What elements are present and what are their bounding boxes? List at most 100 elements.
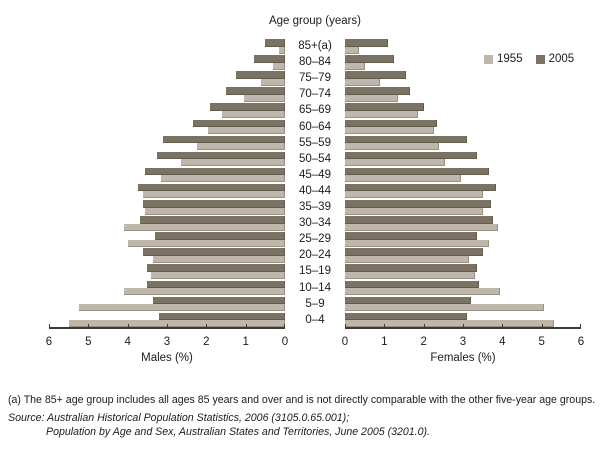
bar-2005-right-55–59 [345,135,467,144]
bar-2005-left-60–64 [192,119,285,127]
females-tick-labels-label-2: 2 [420,336,427,348]
bar-2005-right-75–79 [345,71,406,79]
legend: 1955 2005 [484,53,587,65]
males-tick-labels: 6 5 4 3 2 1 0 [46,336,288,349]
pyramid-row-left-50–54 [49,151,285,167]
age-group-label-85+(a): 85+(a) [298,40,332,53]
legend-item-1955: 1955 [484,53,523,65]
pyramid-row-left-45–49 [49,167,285,183]
pyramid-row-left-80–84 [49,54,285,70]
bar-2005-left-5–9 [153,296,285,305]
females-tick-labels-label-3: 3 [459,336,467,348]
bar-2005-left-35–39 [143,200,285,208]
bar-2005-right-85+(a) [345,39,389,47]
pyramid-row-left-25–29 [49,231,285,247]
bar-1955-right-40–44 [345,191,483,199]
legend-item-2005: 2005 [535,53,574,65]
pyramid-row-right-55–59 [345,135,581,151]
bar-2005-left-50–54 [157,151,285,160]
bar-2005-left-10–14 [147,280,285,288]
bar-1955-left-40–44 [143,191,285,199]
age-group-label-35–39: 35–39 [299,201,331,214]
females-axis-line [345,327,581,329]
bar-1955-left-20–24 [153,255,285,263]
pyramid-row-left-20–24 [49,247,285,263]
bar-1955-left-45–49 [161,175,285,183]
bar-1955-left-35–39 [145,207,285,215]
bar-2005-right-10–14 [345,280,479,288]
pyramid-row-right-80–84 [345,54,581,70]
age-group-label-25–29: 25–29 [299,233,331,246]
males-axis-tick-1 [245,323,247,327]
age-group-label-20–24: 20–24 [299,249,331,262]
males-axis-tick-5 [88,323,90,327]
bar-1955-right-55–59 [345,143,440,151]
age-group-label-50–54: 50–54 [299,152,331,165]
pyramid-row-left-65–69 [49,102,285,118]
bar-2005-left-30–34 [139,216,285,224]
age-group-label-65–69: 65–69 [299,104,331,117]
bar-1955-left-15–19 [151,271,285,279]
bar-2005-left-65–69 [210,103,285,111]
pyramid-row-right-50–54 [345,151,581,167]
females-axis-tick-2 [423,323,425,327]
bar-2005-left-85+(a) [265,39,285,47]
age-group-label-80–84: 80–84 [299,56,331,69]
bar-1955-left-80–84 [273,62,285,70]
footnote-a: (a) The 85+ age group includes all ages … [8,394,596,406]
females-axis-tick-3 [463,323,464,327]
females-axis [345,323,581,329]
chart-title: Age group (years) [268,15,362,27]
bar-1955-right-60–64 [345,127,434,134]
pyramid-row-right-75–79 [345,70,581,86]
pyramid-row-left-30–34 [49,215,285,231]
bar-1955-left-5–9 [78,304,285,312]
bar-1955-right-50–54 [345,159,446,167]
bar-1955-right-75–79 [345,78,381,86]
pyramid-row-left-60–64 [49,119,285,135]
bar-2005-right-60–64 [345,119,438,127]
pyramid-row-right-70–74 [345,86,581,102]
females-axis-tick-4 [502,323,504,327]
legend-label-1955: 1955 [497,53,523,65]
males-tick-labels-label-0: 0 [281,336,289,348]
males-axis-tick-4 [127,323,129,327]
pyramid-row-left-85+(a) [49,38,285,54]
males-axis-tick-0 [284,323,285,327]
age-labels-column: 85+(a) 80–84 75–79 70–74 65–69 60–64 55–59 50–5… [285,38,345,328]
bar-1955-right-20–24 [345,255,469,263]
bar-2005-right-5–9 [345,296,471,305]
pyramid-row-right-10–14 [345,280,581,296]
males-tick-labels-label-1: 1 [242,336,249,348]
pyramid-row-right-60–64 [345,119,581,135]
age-group-label-40–44: 40–44 [299,184,331,197]
age-group-label-75–79: 75–79 [299,72,331,85]
pyramid-row-left-75–79 [49,70,285,86]
bar-1955-left-25–29 [127,239,285,247]
females-axis-tick-1 [384,323,386,327]
bar-1955-right-85+(a) [345,46,359,54]
source-line-1: Source: Australian Historical Population… [8,412,350,424]
bar-1955-left-60–64 [208,127,285,134]
pyramid-row-right-40–44 [345,183,581,199]
pyramid-row-left-70–74 [49,86,285,102]
pyramid-row-left-55–59 [49,135,285,151]
males-axis-tick-2 [206,323,208,327]
pyramid-row-left-15–19 [49,263,285,279]
bar-2005-right-25–29 [345,232,477,240]
pyramid-row-left-5–9 [49,296,285,312]
males-pane [49,38,285,328]
males-axis-tick-6 [49,323,50,327]
bar-2005-right-70–74 [345,87,410,95]
bar-1955-left-70–74 [243,94,285,102]
males-tick-labels-label-3: 3 [163,336,171,348]
bar-1955-right-35–39 [345,207,483,215]
females-tick-labels-label-6: 6 [577,336,585,348]
bar-1955-right-70–74 [345,94,399,102]
pyramid-row-left-10–14 [49,280,285,296]
males-tick-labels-label-2: 2 [203,336,210,348]
bar-1955-right-65–69 [345,110,418,118]
pyramid-row-right-0–4 [345,312,581,328]
males-axis-tick-3 [167,323,168,327]
females-pane [345,38,581,328]
